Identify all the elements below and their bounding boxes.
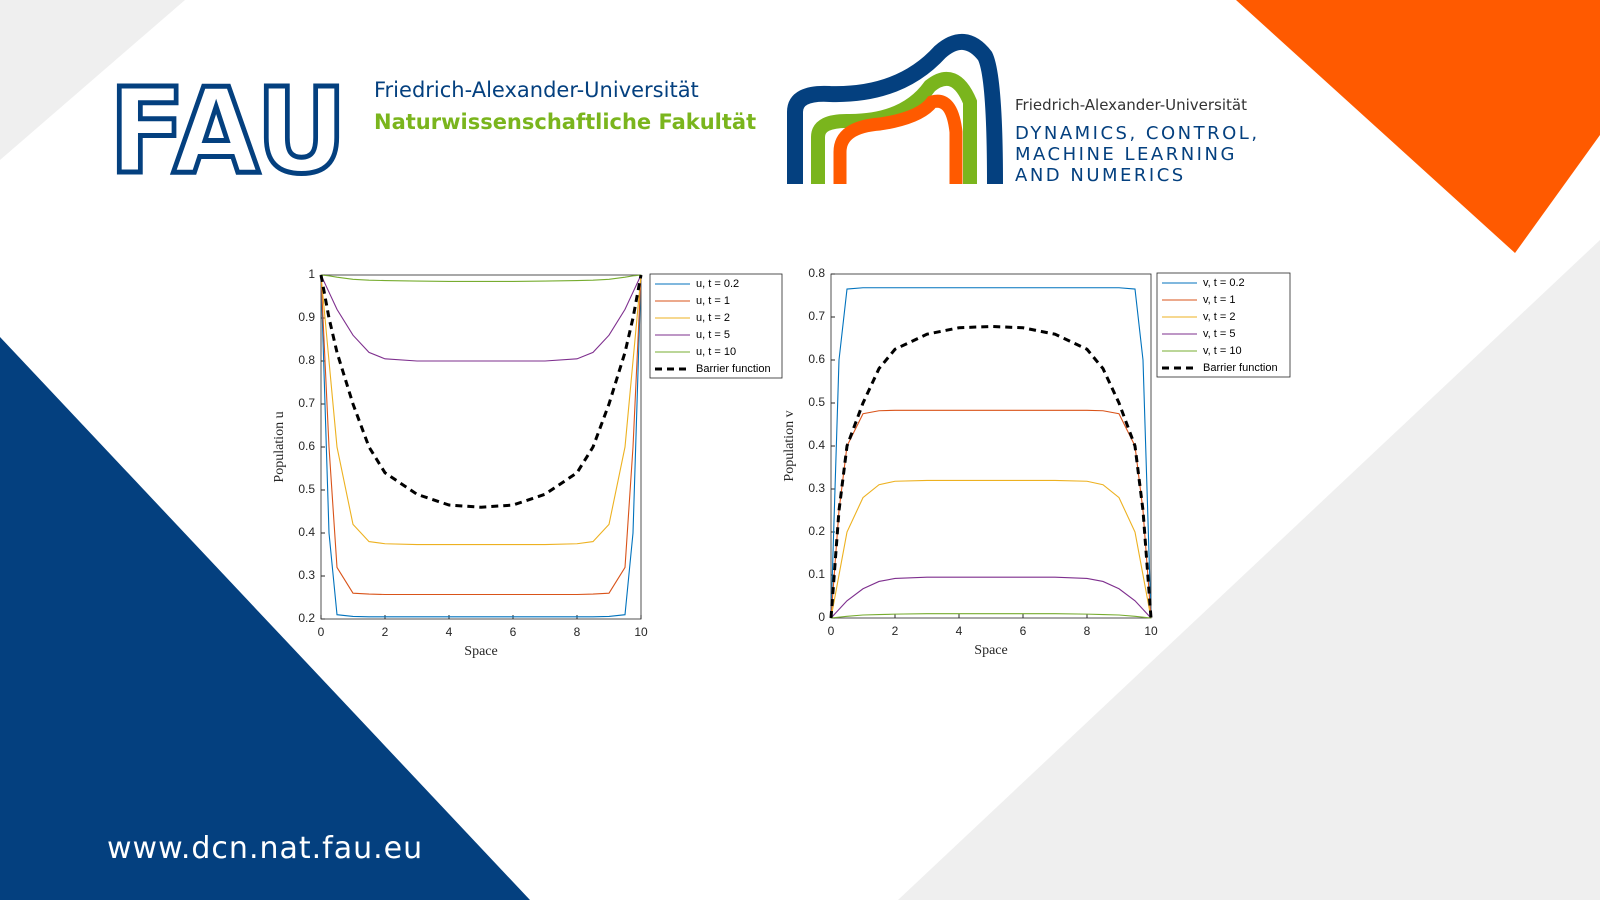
y-tick-label: 0.8: [298, 353, 315, 367]
series-line: [320, 274, 642, 282]
y-tick-label: 0.9: [298, 310, 315, 324]
y-tick-label: 0.1: [808, 567, 825, 581]
dcn-university: Friedrich-Alexander-Universität: [1015, 96, 1247, 114]
x-tick-label: 2: [892, 624, 899, 638]
y-tick-label: 0.7: [298, 396, 315, 410]
y-tick-label: 0.4: [298, 525, 315, 539]
legend-label: u, t = 0.2: [696, 278, 739, 290]
x-tick-label: 10: [634, 625, 648, 639]
y-tick-label: 0.6: [808, 352, 825, 366]
plot-area: [320, 274, 642, 620]
legend-label: v, t = 0.2: [1203, 277, 1245, 289]
series-line: [320, 274, 642, 362]
series-line: [830, 287, 1152, 619]
legend-label: u, t = 1: [696, 295, 730, 307]
x-tick-label: 0: [828, 624, 835, 638]
bg-navy: [0, 337, 530, 900]
x-tick-label: 4: [446, 625, 453, 639]
legend-label: v, t = 1: [1203, 294, 1236, 306]
x-tick-label: 8: [1084, 624, 1091, 638]
series-line: [319, 274, 643, 509]
series-line: [830, 613, 1152, 619]
legend-label: v, t = 2: [1203, 311, 1236, 323]
legend-label: Barrier function: [696, 363, 771, 375]
legend-label: u, t = 2: [696, 312, 730, 324]
fau-faculty: Naturwissenschaftliche Fakultät: [374, 110, 756, 134]
x-tick-label: 0: [318, 625, 325, 639]
x-tick-label: 4: [956, 624, 963, 638]
y-tick-label: 0.8: [808, 266, 825, 280]
dcn-arch-green: [811, 71, 977, 184]
y-tick-label: 0.6: [298, 439, 315, 453]
dcn-line: DYNAMICS, CONTROL,: [1015, 123, 1260, 144]
dcn-line: AND NUMERICS: [1015, 165, 1186, 186]
legend-label: u, t = 5: [696, 329, 730, 341]
plot-area: [830, 273, 1152, 619]
y-axis-label: Population u: [272, 411, 287, 482]
bg-orange: [1236, 0, 1600, 253]
dcn-line: MACHINE LEARNING: [1015, 144, 1237, 165]
y-tick-label: 0.3: [298, 568, 315, 582]
legend-box: [1156, 272, 1291, 378]
y-tick-label: 0.2: [298, 611, 315, 625]
x-tick-label: 6: [1020, 624, 1027, 638]
y-tick-label: 0.5: [298, 482, 315, 496]
x-axis-label: Space: [464, 644, 497, 659]
series-line: [830, 409, 1152, 619]
dcn-arch-navy: [787, 34, 1003, 185]
x-tick-label: 10: [1144, 624, 1158, 638]
legend-label: u, t = 10: [696, 346, 736, 358]
y-tick-label: 0.4: [808, 438, 825, 452]
series-line: [320, 274, 642, 546]
legend-label: v, t = 10: [1203, 345, 1242, 357]
y-tick-label: 0.2: [808, 524, 825, 538]
dcn-arch-orange: [833, 94, 963, 184]
x-tick-label: 2: [382, 625, 389, 639]
legend-label: Barrier function: [1203, 362, 1278, 374]
footer-url: www.dcn.nat.fau.eu: [107, 831, 423, 866]
y-tick-label: 1: [308, 267, 315, 281]
x-tick-label: 6: [510, 625, 517, 639]
series-line: [830, 479, 1152, 619]
x-axis-label: Space: [974, 643, 1007, 658]
series-line: [320, 274, 642, 618]
fau-name: Friedrich-Alexander-Universität: [374, 78, 699, 102]
series-line: [830, 576, 1152, 619]
series-line: [320, 274, 642, 596]
legend-box: [649, 273, 783, 379]
y-tick-label: 0.5: [808, 395, 825, 409]
y-tick-label: 0.3: [808, 481, 825, 495]
y-axis-label: Population v: [782, 410, 797, 481]
x-tick-label: 8: [574, 625, 581, 639]
bg-gray-top: [0, 0, 185, 160]
bg-gray-right: [898, 240, 1600, 900]
y-tick-label: 0.7: [808, 309, 825, 323]
y-tick-label: 0: [818, 610, 825, 624]
fau-logo: FAU: [109, 62, 347, 200]
legend-label: v, t = 5: [1203, 328, 1236, 340]
